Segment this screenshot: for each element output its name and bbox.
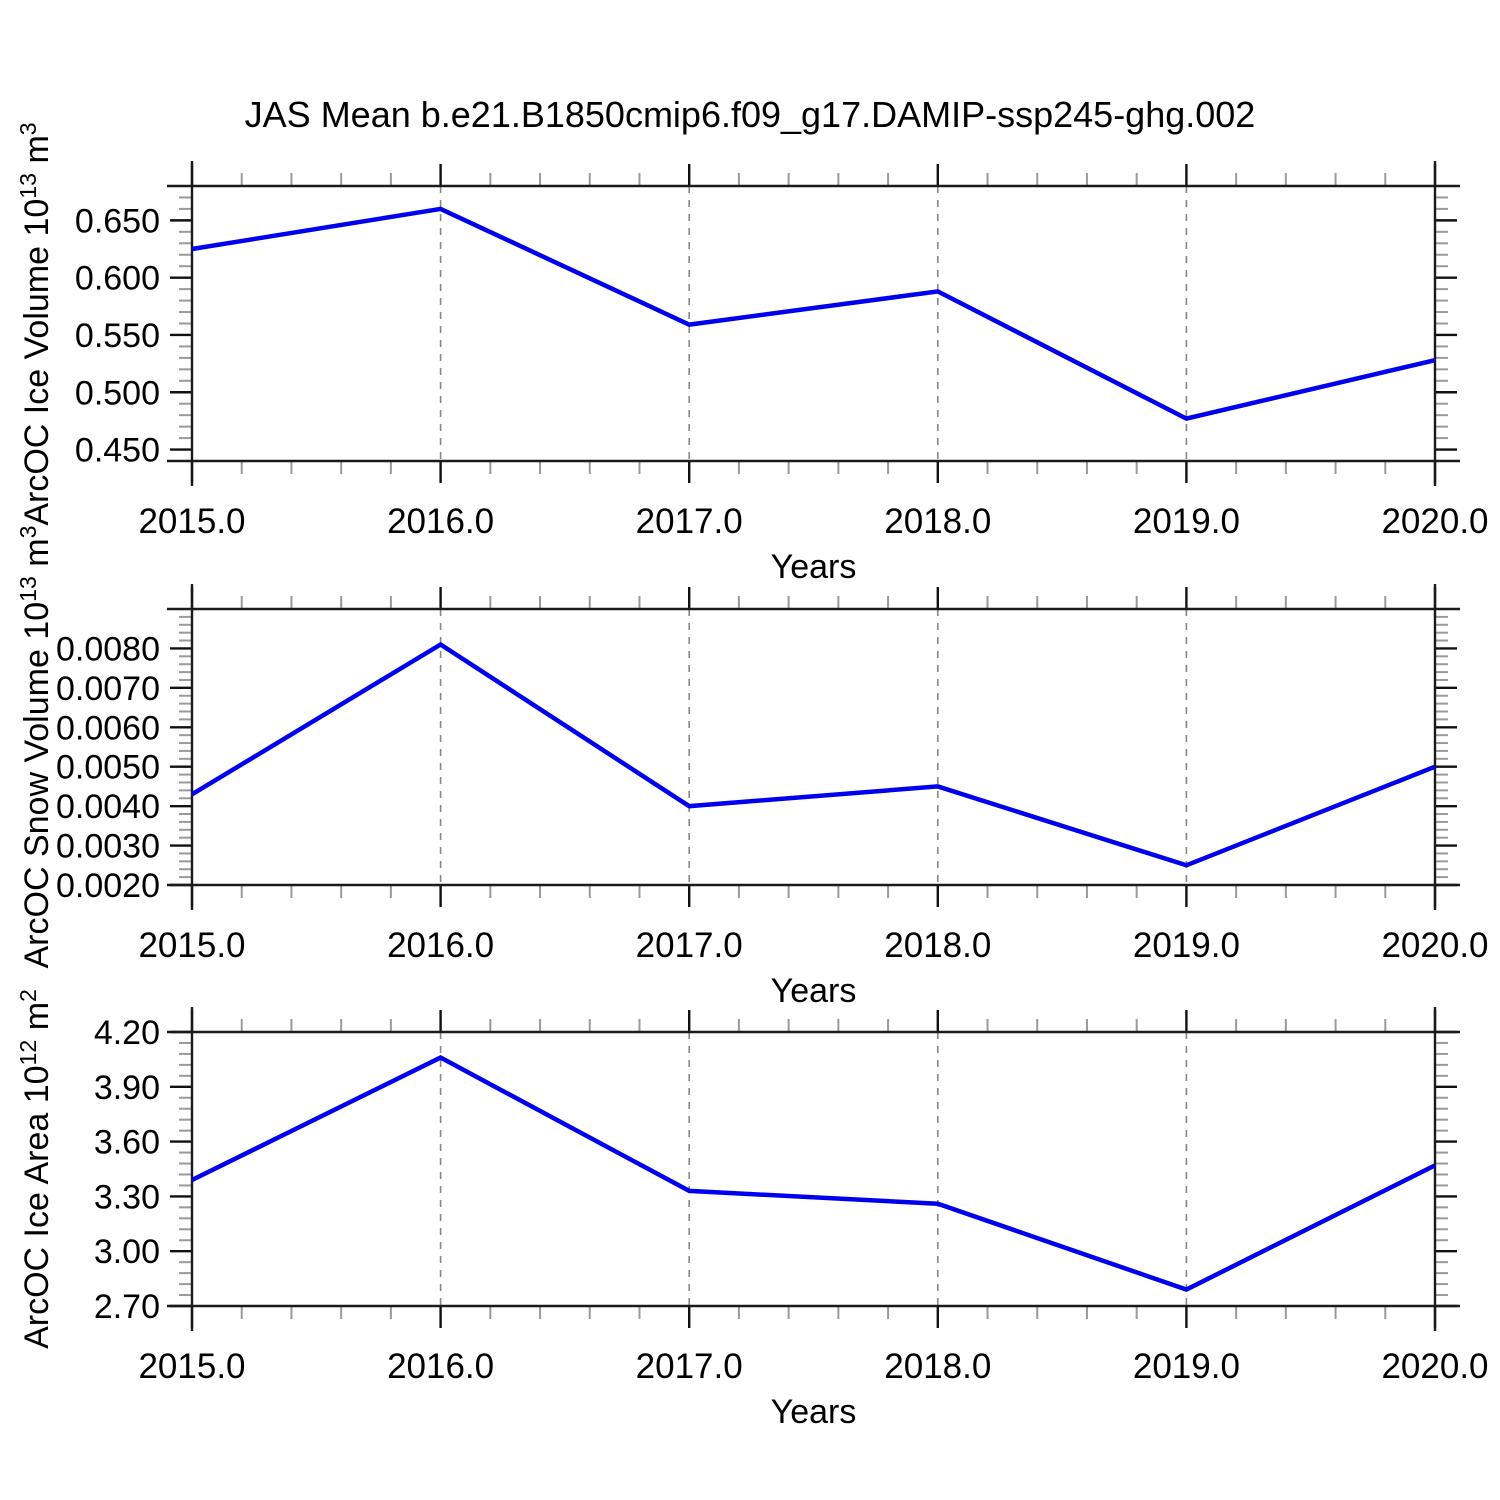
x-tick-label: 2017.0 bbox=[636, 1347, 743, 1386]
y-tick-label: 0.550 bbox=[75, 317, 160, 355]
x-tick-label: 2018.0 bbox=[884, 1347, 991, 1386]
y-tick-label: 0.0060 bbox=[56, 709, 160, 747]
x-tick-label: 2019.0 bbox=[1133, 502, 1240, 541]
y-tick-label: 3.90 bbox=[94, 1069, 160, 1107]
y-tick-label: 3.60 bbox=[94, 1124, 160, 1162]
y-tick-label: 0.500 bbox=[75, 374, 160, 412]
chart-title: JAS Mean b.e21.B1850cmip6.f09_g17.DAMIP-… bbox=[244, 94, 1256, 135]
x-tick-label: 2020.0 bbox=[1381, 926, 1488, 965]
x-tick-label: 2020.0 bbox=[1381, 502, 1488, 541]
x-tick-label: 2017.0 bbox=[636, 926, 743, 965]
x-tick-label: 2018.0 bbox=[884, 926, 991, 965]
y-tick-label: 0.600 bbox=[75, 260, 160, 298]
x-axis-title: Years bbox=[771, 1393, 857, 1431]
y-tick-label: 4.20 bbox=[94, 1014, 160, 1052]
x-tick-label: 2016.0 bbox=[387, 502, 494, 541]
y-tick-label: 0.0070 bbox=[56, 670, 160, 708]
x-tick-label: 2019.0 bbox=[1133, 1347, 1240, 1386]
data-line-series bbox=[191, 1055, 1437, 1292]
x-tick-label: 2018.0 bbox=[884, 502, 991, 541]
y-tick-label: 0.0080 bbox=[56, 630, 160, 668]
x-tick-label: 2015.0 bbox=[138, 1347, 245, 1386]
y-tick-label: 0.0040 bbox=[56, 788, 160, 826]
x-axis-title: Years bbox=[771, 972, 857, 1010]
data-line-series bbox=[191, 206, 1436, 421]
y-tick-label: 0.0050 bbox=[56, 749, 160, 787]
x-tick-label: 2016.0 bbox=[387, 926, 494, 965]
x-tick-label: 2020.0 bbox=[1381, 1347, 1488, 1386]
y-tick-label: 0.450 bbox=[75, 432, 160, 470]
y-tick-label: 3.00 bbox=[94, 1233, 160, 1271]
data-line-series bbox=[190, 641, 1436, 868]
x-tick-label: 2015.0 bbox=[138, 502, 245, 541]
y-tick-label: 0.0020 bbox=[56, 867, 160, 905]
y-tick-label: 3.30 bbox=[94, 1178, 160, 1216]
x-axis-title: Years bbox=[771, 548, 857, 586]
x-tick-label: 2017.0 bbox=[636, 502, 743, 541]
y-tick-label: 0.650 bbox=[75, 202, 160, 240]
x-tick-label: 2019.0 bbox=[1133, 926, 1240, 965]
x-tick-label: 2016.0 bbox=[387, 1347, 494, 1386]
y-tick-label: 2.70 bbox=[94, 1288, 160, 1326]
x-tick-label: 2015.0 bbox=[138, 926, 245, 965]
y-tick-label: 0.0030 bbox=[56, 828, 160, 866]
